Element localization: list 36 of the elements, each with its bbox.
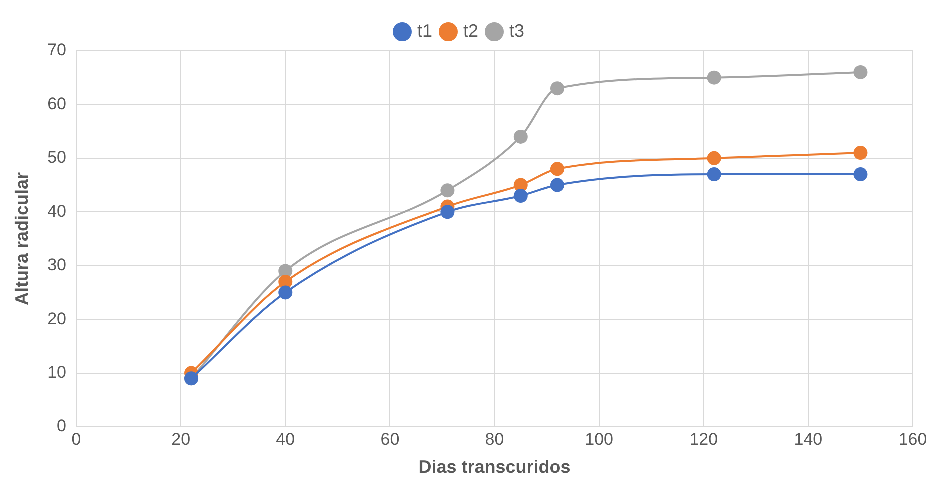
point xyxy=(514,189,528,204)
legend-label: t2 xyxy=(463,20,479,41)
x-tick-label: 80 xyxy=(485,430,504,449)
point xyxy=(514,130,528,144)
point xyxy=(278,286,293,300)
x-tick-label: 160 xyxy=(898,430,928,449)
x-tick-label: 120 xyxy=(690,430,718,449)
x-axis-title: Dias transcuridos xyxy=(418,457,571,478)
y-axis-title: Altura radicular xyxy=(12,172,32,306)
point xyxy=(854,65,868,80)
point xyxy=(707,70,722,85)
point xyxy=(854,146,868,160)
y-tick-label: 60 xyxy=(48,94,67,114)
y-tick-label: 50 xyxy=(48,148,67,168)
point xyxy=(707,168,722,182)
point xyxy=(550,162,564,176)
x-tick-label: 60 xyxy=(380,430,400,449)
x-tick-label: 140 xyxy=(794,430,823,449)
point xyxy=(440,205,455,220)
y-tick-label: 40 xyxy=(48,202,67,221)
legend-label: t3 xyxy=(510,20,525,41)
y-tick-label: 10 xyxy=(48,362,67,382)
point xyxy=(854,168,868,182)
y-tick-label: 70 xyxy=(48,40,67,60)
x-tick-label: 100 xyxy=(585,430,614,449)
y-tick-label: 20 xyxy=(48,309,67,328)
point xyxy=(440,184,455,198)
x-tick-label: 0 xyxy=(72,430,82,449)
y-tick-label: 0 xyxy=(57,416,67,436)
point xyxy=(550,178,564,192)
point xyxy=(550,82,564,96)
point xyxy=(707,151,722,166)
y-tick-label: 30 xyxy=(48,256,67,275)
x-tick-label: 40 xyxy=(276,430,296,449)
x-tick-label: 20 xyxy=(172,430,191,449)
legend-label: t1 xyxy=(417,20,432,41)
